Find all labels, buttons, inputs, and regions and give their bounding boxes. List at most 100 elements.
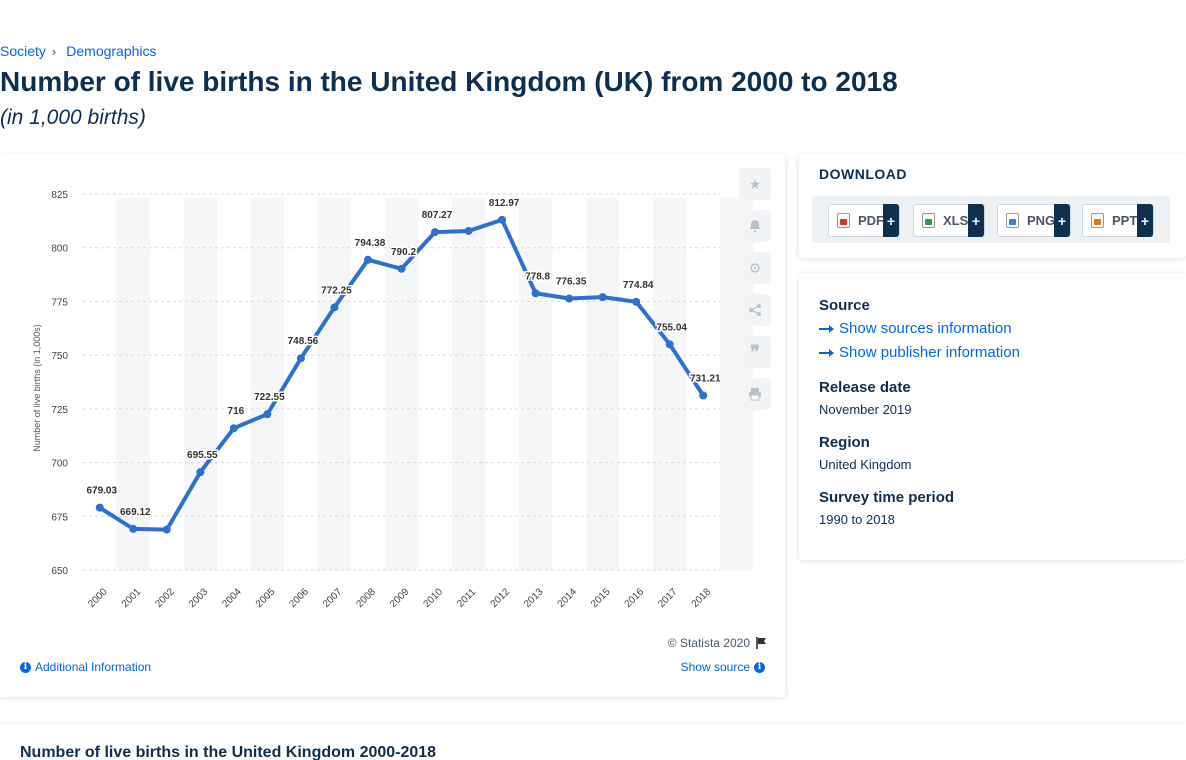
x-tick-label: 2009 (388, 586, 412, 610)
ppt-file-icon (1091, 213, 1104, 228)
show-publisher-label: Show publisher information (839, 344, 1020, 361)
data-point (196, 468, 205, 477)
data-point (263, 410, 272, 419)
x-tick-label: 2015 (589, 586, 613, 610)
x-tick-label: 2017 (656, 586, 680, 610)
additional-information-link[interactable]: i Additional Information (20, 660, 151, 674)
data-point (363, 255, 372, 264)
plus-icon: + (1054, 204, 1070, 237)
breadcrumb-separator: › (51, 43, 57, 59)
data-label: 679.03 (86, 486, 117, 497)
data-point (397, 264, 406, 273)
settings-gear-icon[interactable]: ⚙ (739, 252, 771, 284)
breadcrumb-link-society[interactable]: Society (0, 43, 46, 59)
data-point (598, 293, 607, 302)
data-label: 716 (228, 406, 245, 417)
data-point (129, 524, 138, 533)
data-label: 776.35 (556, 277, 587, 288)
x-tick-label: 2001 (120, 586, 144, 610)
favorite-star-icon[interactable]: ★ (739, 168, 771, 200)
data-label: 794.38 (355, 238, 386, 249)
copyright-text: © Statista 2020 (667, 636, 750, 650)
download-card: DOWNLOAD PDF + XLS + PNG + PPT + (799, 154, 1186, 258)
xls-file-icon (922, 213, 935, 228)
download-png-button[interactable]: PNG + (997, 204, 1071, 237)
data-point (531, 289, 540, 298)
y-tick-label: 675 (51, 512, 68, 523)
data-point (632, 297, 641, 306)
x-tick-label: 2008 (354, 586, 378, 610)
notification-bell-icon[interactable] (739, 210, 771, 242)
related-chart-title[interactable]: Number of live births in the United King… (20, 744, 437, 760)
cite-quote-icon[interactable]: ❞ (739, 336, 771, 368)
download-ppt-button[interactable]: PPT + (1082, 204, 1154, 237)
breadcrumb-link-demographics[interactable]: Demographics (66, 43, 157, 59)
y-tick-label: 800 (51, 244, 68, 255)
show-sources-label: Show sources information (839, 320, 1012, 337)
download-xls-button[interactable]: XLS + (913, 204, 985, 237)
additional-information-label: Additional Information (35, 660, 152, 674)
page-title: Number of live births in the United King… (0, 66, 898, 97)
bell-icon (749, 220, 761, 232)
arrow-right-icon (819, 348, 834, 357)
x-tick-label: 2014 (556, 586, 580, 610)
data-point (498, 215, 507, 224)
data-label: 772.25 (321, 285, 352, 296)
data-label: 790.2 (391, 247, 416, 258)
download-png-label: PNG (1027, 213, 1056, 228)
download-pdf-button[interactable]: PDF + (828, 204, 900, 237)
show-publisher-link[interactable]: Show publisher information (819, 344, 1020, 361)
release-date-value: November 2019 (819, 402, 912, 417)
arrow-right-icon (819, 324, 834, 333)
data-point (464, 226, 473, 235)
data-point (296, 354, 305, 363)
related-chart-card: Number of live births in the United King… (0, 724, 1186, 760)
y-tick-label: 700 (51, 459, 68, 470)
region-heading: Region (819, 434, 870, 451)
y-axis-label: Number of live births (in 1,000s) (32, 324, 42, 452)
data-label: 812.97 (489, 198, 520, 209)
y-tick-label: 750 (51, 351, 68, 362)
x-tick-label: 2004 (220, 586, 244, 610)
x-tick-label: 2011 (455, 586, 478, 609)
download-pdf-label: PDF (858, 213, 884, 228)
show-sources-link[interactable]: Show sources information (819, 320, 1012, 337)
x-tick-label: 2006 (287, 586, 311, 610)
column-band (116, 198, 151, 570)
region-value: United Kingdom (819, 457, 912, 472)
data-label: 774.84 (623, 280, 654, 291)
survey-period-value: 1990 to 2018 (819, 512, 895, 527)
share-button[interactable] (739, 294, 771, 326)
data-label: 695.55 (187, 450, 218, 461)
print-button[interactable] (739, 378, 771, 410)
data-point (665, 340, 674, 349)
plus-icon: + (1137, 204, 1153, 237)
chart-card: 650 675 700 725 750 775 800 825 2000 2001 2002 200… (0, 154, 785, 697)
info-icon: i (754, 661, 765, 673)
print-icon (749, 388, 761, 401)
chart-copyright: © Statista 2020 (668, 636, 767, 650)
flag-icon[interactable] (756, 637, 767, 649)
y-tick-label: 725 (51, 405, 68, 416)
data-label: 722.55 (254, 392, 285, 403)
download-xls-label: XLS (943, 213, 969, 228)
data-label: 807.27 (422, 210, 453, 221)
source-heading: Source (819, 297, 870, 314)
column-band (250, 198, 285, 570)
data-label: 755.04 (656, 322, 687, 333)
data-point (95, 503, 104, 512)
show-source-label: Show source (680, 660, 750, 674)
x-tick-label: 2013 (522, 586, 546, 610)
show-source-link[interactable]: Show source i (681, 660, 765, 674)
column-band (384, 198, 419, 570)
plus-icon: + (968, 204, 984, 237)
column-band (183, 198, 218, 570)
x-tick-label: 2002 (153, 586, 177, 610)
column-band (585, 198, 620, 570)
data-point (565, 294, 574, 303)
x-tick-label: 2012 (489, 586, 513, 610)
survey-period-heading: Survey time period (819, 489, 955, 506)
page-subtitle: (in 1,000 births) (0, 106, 146, 129)
y-tick-label: 825 (51, 190, 68, 201)
y-tick-label: 650 (51, 566, 68, 577)
